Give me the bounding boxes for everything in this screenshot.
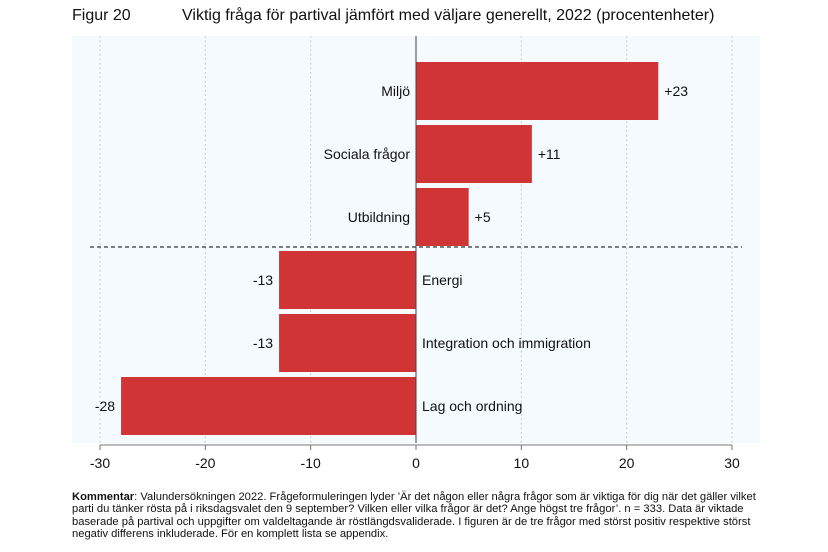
value-label-0: +23 [664,83,688,99]
category-label-2: Utbildning [348,209,410,225]
value-label-4: -13 [253,335,273,351]
figure-number: Figur 20 [72,7,131,24]
bar-3 [279,251,416,309]
bar-0 [416,62,659,120]
x-tick-label-1: -20 [195,455,215,471]
category-label-4: Integration och immigration [422,335,591,351]
category-label-0: Miljö [381,83,410,99]
bar-4 [279,314,416,372]
x-tick-label-4: 10 [514,455,530,471]
bars [90,36,742,443]
value-label-2: +5 [475,209,491,225]
figure-header: Figur 20 Viktig fråga för partival jämfö… [72,7,772,29]
bar-2 [416,188,469,246]
comment-text: : Valundersökningen 2022. Frågeformuleri… [72,491,756,541]
x-tick-label-5: 20 [619,455,635,471]
x-axis: -30 -20 -10 0 10 20 30 [90,444,740,471]
figure-title: Viktig fråga för partival jämfört med vä… [182,7,715,24]
bar-1 [416,125,532,183]
category-label-3: Energi [422,272,462,288]
comment-label: Kommentar [72,491,135,503]
x-tick-label-2: -10 [301,455,321,471]
value-label-3: -13 [253,272,273,288]
value-label-5: -28 [95,398,115,414]
bar-5 [121,377,417,435]
labels: Miljö +23 Sociala frågor +11 Utbildning +5 Ene… [95,83,688,414]
x-tick-label-0: -30 [90,455,110,471]
category-label-1: Sociala frågor [324,146,411,162]
category-label-5: Lag och ordning [422,398,522,414]
x-tick-label-3: 0 [412,455,420,471]
comment-note: Kommentar: Valundersökningen 2022. Fråge… [72,491,772,541]
value-label-1: +11 [538,146,561,162]
x-tick-label-6: 30 [724,455,740,471]
